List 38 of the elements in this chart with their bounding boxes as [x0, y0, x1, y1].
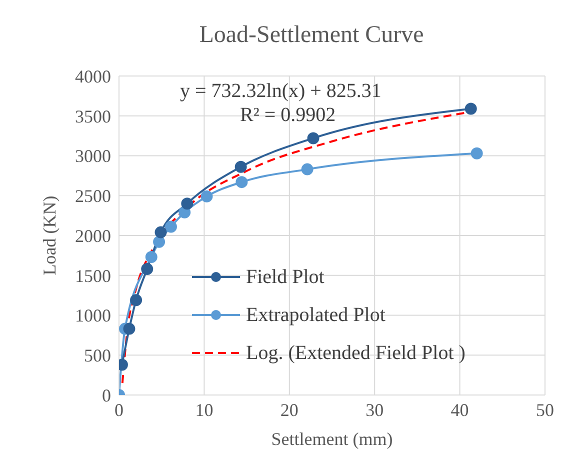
legend-label: Log. (Extended Field Plot ): [246, 342, 466, 364]
y-tick-label: 0: [102, 385, 111, 406]
point: [301, 163, 314, 176]
point: [470, 147, 483, 160]
point: [236, 176, 248, 188]
annotation: y = 732.32ln(x) + 825.31: [180, 80, 382, 103]
point: [145, 251, 158, 264]
x-tick-label: 30: [366, 400, 384, 420]
x-axis-title: Settlement (mm): [271, 429, 393, 449]
x-tick-label: 50: [536, 400, 554, 420]
point: [123, 322, 136, 335]
y-tick-label: 3500: [75, 106, 111, 126]
legend-label: Field Plot: [246, 266, 324, 288]
legend-label: Extrapolated Plot: [246, 304, 386, 326]
y-tick-label: 2500: [75, 186, 111, 206]
point: [164, 220, 177, 233]
x-tick-label: 0: [114, 400, 124, 420]
y-axis-title: Load (KN): [39, 196, 60, 276]
y-tick-label: 500: [84, 346, 111, 366]
y-tick-label: 2000: [75, 226, 111, 246]
x-tick-label: 20: [280, 400, 298, 420]
point: [153, 236, 166, 248]
y-tick-label: 4000: [75, 66, 111, 86]
point: [464, 102, 477, 115]
point: [181, 198, 194, 210]
y-tick-label: 1000: [75, 306, 111, 326]
y-tick-label: 3000: [75, 146, 111, 166]
point: [154, 226, 167, 238]
annotation: R² = 0.9902: [240, 104, 336, 127]
point: [130, 294, 142, 306]
point: [234, 160, 247, 173]
x-tick-label: 10: [195, 400, 214, 420]
y-tick-label: 1500: [75, 266, 111, 286]
point: [200, 190, 213, 202]
x-tick-label: 40: [450, 400, 469, 420]
chart-title: Load-Settlement Curve: [198, 22, 425, 49]
point: [141, 262, 154, 275]
point: [307, 132, 320, 144]
